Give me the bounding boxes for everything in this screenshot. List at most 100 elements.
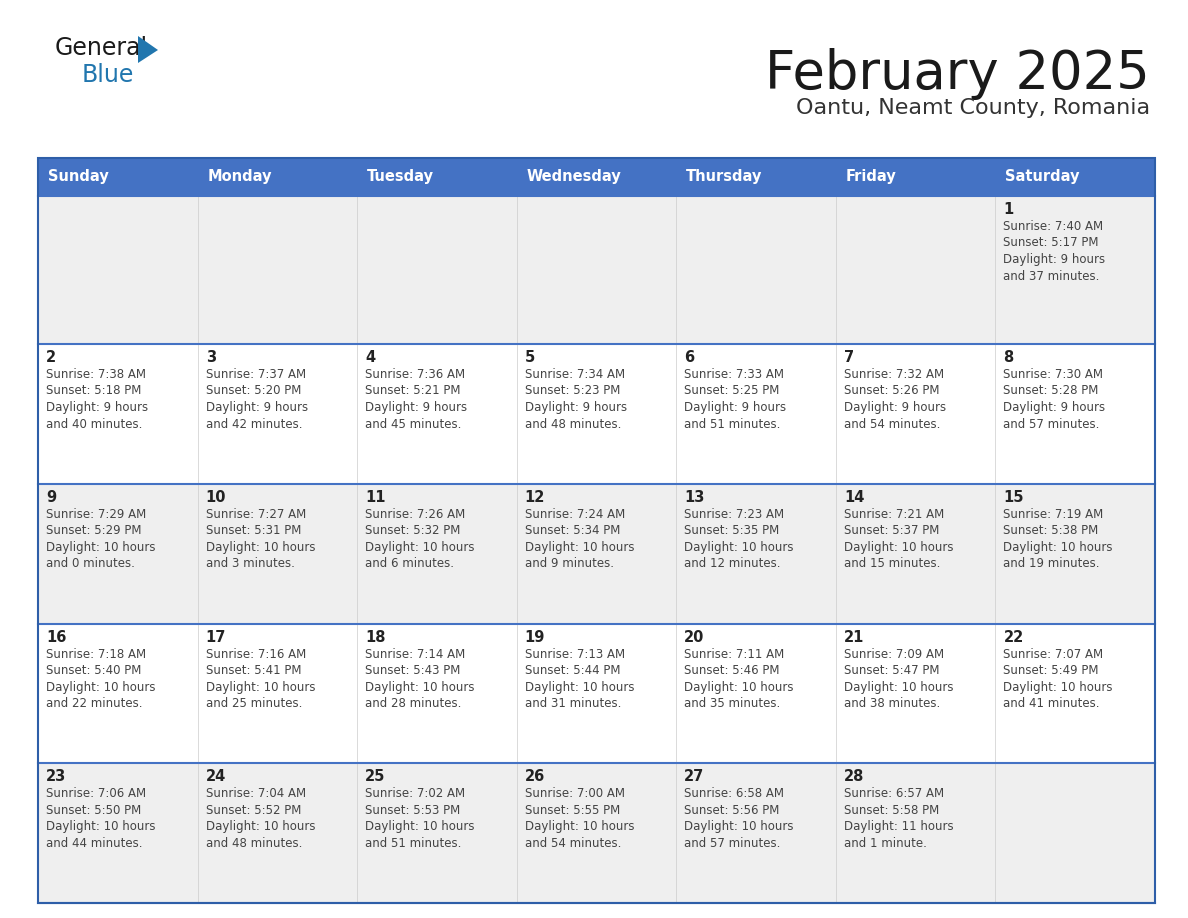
Text: and 31 minutes.: and 31 minutes. (525, 697, 621, 710)
Text: 12: 12 (525, 489, 545, 505)
Text: Tuesday: Tuesday (367, 170, 434, 185)
Text: Daylight: 10 hours: Daylight: 10 hours (46, 541, 156, 554)
Text: Sunset: 5:18 PM: Sunset: 5:18 PM (46, 385, 141, 397)
Text: Sunset: 5:37 PM: Sunset: 5:37 PM (843, 524, 940, 537)
Text: Daylight: 10 hours: Daylight: 10 hours (206, 680, 315, 693)
Text: and 54 minutes.: and 54 minutes. (525, 836, 621, 850)
Text: and 51 minutes.: and 51 minutes. (684, 418, 781, 431)
Text: Sunset: 5:35 PM: Sunset: 5:35 PM (684, 524, 779, 537)
Text: Daylight: 10 hours: Daylight: 10 hours (1004, 541, 1113, 554)
Text: Sunset: 5:31 PM: Sunset: 5:31 PM (206, 524, 301, 537)
Text: Sunset: 5:17 PM: Sunset: 5:17 PM (1004, 237, 1099, 250)
Text: Sunset: 5:43 PM: Sunset: 5:43 PM (365, 664, 461, 677)
Text: Sunset: 5:58 PM: Sunset: 5:58 PM (843, 804, 939, 817)
Text: Daylight: 9 hours: Daylight: 9 hours (684, 401, 786, 414)
Text: 5: 5 (525, 350, 535, 365)
Text: 15: 15 (1004, 489, 1024, 505)
Text: Sunrise: 7:06 AM: Sunrise: 7:06 AM (46, 788, 146, 800)
Text: Daylight: 9 hours: Daylight: 9 hours (365, 401, 467, 414)
Text: Sunrise: 7:34 AM: Sunrise: 7:34 AM (525, 368, 625, 381)
Text: 2: 2 (46, 350, 56, 365)
Text: and 9 minutes.: and 9 minutes. (525, 557, 614, 570)
Text: and 48 minutes.: and 48 minutes. (525, 418, 621, 431)
Text: Sunrise: 7:09 AM: Sunrise: 7:09 AM (843, 647, 944, 660)
Text: Sunset: 5:29 PM: Sunset: 5:29 PM (46, 524, 141, 537)
Text: Daylight: 10 hours: Daylight: 10 hours (684, 541, 794, 554)
Text: Sunset: 5:50 PM: Sunset: 5:50 PM (46, 804, 141, 817)
Text: Sunrise: 7:13 AM: Sunrise: 7:13 AM (525, 647, 625, 660)
Text: 11: 11 (365, 489, 386, 505)
Text: Sunrise: 7:33 AM: Sunrise: 7:33 AM (684, 368, 784, 381)
Text: Sunrise: 7:30 AM: Sunrise: 7:30 AM (1004, 368, 1104, 381)
Text: and 38 minutes.: and 38 minutes. (843, 697, 940, 710)
Text: Sunrise: 7:40 AM: Sunrise: 7:40 AM (1004, 220, 1104, 233)
Text: Sunrise: 6:57 AM: Sunrise: 6:57 AM (843, 788, 944, 800)
Text: Daylight: 10 hours: Daylight: 10 hours (525, 821, 634, 834)
Text: Daylight: 10 hours: Daylight: 10 hours (46, 821, 156, 834)
Text: and 57 minutes.: and 57 minutes. (1004, 418, 1100, 431)
Text: Sunset: 5:21 PM: Sunset: 5:21 PM (365, 385, 461, 397)
Text: and 28 minutes.: and 28 minutes. (365, 697, 461, 710)
Text: 20: 20 (684, 630, 704, 644)
Text: Sunrise: 7:04 AM: Sunrise: 7:04 AM (206, 788, 305, 800)
Text: 18: 18 (365, 630, 386, 644)
Text: 26: 26 (525, 769, 545, 784)
Text: Sunset: 5:44 PM: Sunset: 5:44 PM (525, 664, 620, 677)
Text: and 41 minutes.: and 41 minutes. (1004, 697, 1100, 710)
Text: 10: 10 (206, 489, 226, 505)
Text: Sunrise: 7:02 AM: Sunrise: 7:02 AM (365, 788, 466, 800)
Text: Friday: Friday (846, 170, 897, 185)
Bar (38, 344, 1155, 484)
Text: and 1 minute.: and 1 minute. (843, 836, 927, 850)
Text: Daylight: 10 hours: Daylight: 10 hours (206, 821, 315, 834)
Text: 23: 23 (46, 769, 67, 784)
Text: Sunset: 5:46 PM: Sunset: 5:46 PM (684, 664, 779, 677)
Text: Blue: Blue (82, 63, 134, 87)
Text: Daylight: 9 hours: Daylight: 9 hours (525, 401, 627, 414)
Text: 21: 21 (843, 630, 864, 644)
Text: Daylight: 9 hours: Daylight: 9 hours (206, 401, 308, 414)
Text: Thursday: Thursday (687, 170, 763, 185)
Text: Sunrise: 7:16 AM: Sunrise: 7:16 AM (206, 647, 305, 660)
Text: Daylight: 10 hours: Daylight: 10 hours (843, 680, 953, 693)
Text: and 6 minutes.: and 6 minutes. (365, 557, 454, 570)
Bar (38, 763, 1155, 903)
Text: Daylight: 10 hours: Daylight: 10 hours (206, 541, 315, 554)
Text: General: General (55, 36, 148, 60)
Text: 16: 16 (46, 630, 67, 644)
Text: Sunset: 5:34 PM: Sunset: 5:34 PM (525, 524, 620, 537)
Text: Sunset: 5:28 PM: Sunset: 5:28 PM (1004, 385, 1099, 397)
Text: Saturday: Saturday (1005, 170, 1080, 185)
Text: Sunset: 5:49 PM: Sunset: 5:49 PM (1004, 664, 1099, 677)
Text: 25: 25 (365, 769, 386, 784)
Text: and 48 minutes.: and 48 minutes. (206, 836, 302, 850)
Text: Monday: Monday (208, 170, 272, 185)
Text: 4: 4 (365, 350, 375, 365)
Text: Daylight: 9 hours: Daylight: 9 hours (843, 401, 946, 414)
Text: Sunset: 5:20 PM: Sunset: 5:20 PM (206, 385, 301, 397)
Text: and 40 minutes.: and 40 minutes. (46, 418, 143, 431)
Text: and 37 minutes.: and 37 minutes. (1004, 270, 1100, 283)
Text: 19: 19 (525, 630, 545, 644)
Text: Sunset: 5:56 PM: Sunset: 5:56 PM (684, 804, 779, 817)
Text: Daylight: 10 hours: Daylight: 10 hours (525, 680, 634, 693)
Bar (38, 484, 1155, 623)
Text: Sunrise: 7:18 AM: Sunrise: 7:18 AM (46, 647, 146, 660)
Text: and 22 minutes.: and 22 minutes. (46, 697, 143, 710)
Text: Sunrise: 7:23 AM: Sunrise: 7:23 AM (684, 508, 784, 521)
Text: and 15 minutes.: and 15 minutes. (843, 557, 940, 570)
Text: Sunrise: 7:19 AM: Sunrise: 7:19 AM (1004, 508, 1104, 521)
Text: Sunrise: 7:07 AM: Sunrise: 7:07 AM (1004, 647, 1104, 660)
Text: and 12 minutes.: and 12 minutes. (684, 557, 781, 570)
Text: 17: 17 (206, 630, 226, 644)
Text: Sunrise: 7:36 AM: Sunrise: 7:36 AM (365, 368, 466, 381)
Text: Daylight: 10 hours: Daylight: 10 hours (365, 821, 475, 834)
Text: 9: 9 (46, 489, 56, 505)
Text: and 0 minutes.: and 0 minutes. (46, 557, 135, 570)
Text: Sunset: 5:38 PM: Sunset: 5:38 PM (1004, 524, 1099, 537)
Text: Sunset: 5:26 PM: Sunset: 5:26 PM (843, 385, 940, 397)
Text: Daylight: 9 hours: Daylight: 9 hours (1004, 401, 1106, 414)
Text: Sunrise: 7:14 AM: Sunrise: 7:14 AM (365, 647, 466, 660)
Text: Sunrise: 7:24 AM: Sunrise: 7:24 AM (525, 508, 625, 521)
Text: Sunrise: 6:58 AM: Sunrise: 6:58 AM (684, 788, 784, 800)
